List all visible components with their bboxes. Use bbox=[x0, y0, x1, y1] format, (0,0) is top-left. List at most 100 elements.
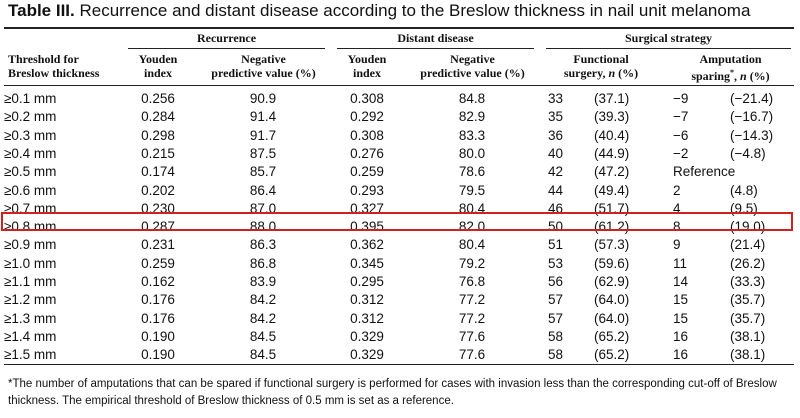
functional-n-cell: 51 bbox=[548, 237, 564, 253]
amputation-n-cell: −7 bbox=[673, 109, 689, 125]
n-symbol: n bbox=[608, 66, 616, 80]
recurrence-youden-cell: 0.174 bbox=[141, 164, 175, 180]
functional-pct-cell: (37.1) bbox=[594, 91, 630, 106]
distant-npv-cell: 84.8 bbox=[458, 91, 486, 106]
recurrence-npv-cell: 83.9 bbox=[249, 274, 277, 289]
table-row: ≥0.1 mm 0.256 90.9 0.308 84.8 33 (37.1) −9 (−21.… bbox=[4, 91, 794, 110]
threshold-cell: ≥1.2 mm bbox=[4, 292, 57, 308]
distant-npv-cell: 78.6 bbox=[458, 164, 486, 180]
footnote-mark: * bbox=[730, 68, 734, 77]
functional-line2: surgery, n (%) bbox=[546, 66, 656, 80]
functional-n-cell: 40 bbox=[548, 145, 564, 161]
npv-line2: predictive value (%) bbox=[420, 66, 525, 80]
distant-npv-cell: 79.2 bbox=[458, 255, 486, 271]
recurrence-youden-cell: 0.256 bbox=[141, 91, 175, 106]
distant-npv-cell: 76.8 bbox=[458, 274, 486, 289]
functional-pct-cell: (64.0) bbox=[594, 292, 630, 308]
functional-n-cell: 57 bbox=[548, 310, 564, 326]
youden-line1: Youden bbox=[347, 52, 387, 66]
recurrence-youden-cell: 0.190 bbox=[141, 347, 175, 363]
threshold-cell: ≥0.3 mm bbox=[4, 127, 57, 143]
table-row: ≥1.4 mm 0.190 84.5 0.329 77.6 58 (65.2) 16 (38.1… bbox=[4, 329, 794, 348]
distant-youden-cell: 0.329 bbox=[350, 328, 384, 344]
amputation-pct-cell: (33.3) bbox=[730, 274, 766, 289]
recurrence-npv-cell: 86.3 bbox=[249, 237, 277, 253]
distant-youden-cell: 0.293 bbox=[350, 182, 384, 198]
amputation-sparing-header: Amputation sparing*, n (%) bbox=[668, 52, 793, 83]
functional-pct-cell: (59.6) bbox=[594, 255, 630, 271]
amputation-n-cell: 16 bbox=[673, 328, 689, 344]
amputation-pct-cell: (35.7) bbox=[730, 292, 766, 308]
amputation-pct-cell: (26.2) bbox=[730, 255, 766, 271]
amputation-n-cell: 16 bbox=[673, 347, 689, 363]
table-row: ≥1.0 mm 0.259 86.8 0.345 79.2 53 (59.6) 11 (26.2… bbox=[4, 256, 794, 275]
table-row: ≥1.3 mm 0.176 84.2 0.312 77.2 57 (64.0) 15 (35.7… bbox=[4, 311, 794, 330]
threshold-cell: ≥0.6 mm bbox=[4, 182, 57, 198]
table-title: Table III. Recurrence and distant diseas… bbox=[8, 1, 750, 21]
threshold-cell: ≥0.4 mm bbox=[4, 145, 57, 161]
functional-pct-cell: (44.9) bbox=[594, 145, 630, 161]
functional-n-cell: 58 bbox=[548, 347, 564, 363]
youden-line1: Youden bbox=[138, 52, 178, 66]
amputation-pct-cell: (35.7) bbox=[730, 310, 766, 326]
amputation-pct-cell: (−21.4) bbox=[730, 91, 774, 106]
amputation-n-cell: 14 bbox=[673, 274, 689, 289]
table-row: ≥1.2 mm 0.176 84.2 0.312 77.2 57 (64.0) 15 (35.7… bbox=[4, 292, 794, 311]
distant-npv-cell: 77.2 bbox=[458, 292, 486, 308]
amputation-pct-cell: (−14.3) bbox=[730, 127, 774, 143]
distant-youden-cell: 0.276 bbox=[350, 145, 384, 161]
table-bottom-rule bbox=[4, 364, 794, 365]
functional-pct-cell: (40.4) bbox=[594, 127, 630, 143]
amputation-pct-cell: (21.4) bbox=[730, 237, 766, 253]
distant-npv-cell: 79.5 bbox=[458, 182, 486, 198]
recurrence-npv-cell: 85.7 bbox=[249, 164, 277, 180]
distant-group-header: Distant disease bbox=[397, 31, 474, 45]
functional-pct-cell: (57.3) bbox=[594, 237, 630, 253]
threshold-cell: ≥1.1 mm bbox=[4, 274, 57, 289]
surgical-group-rule bbox=[546, 48, 791, 49]
functional-pct-cell: (64.0) bbox=[594, 310, 630, 326]
table-row: ≥0.2 mm 0.284 91.4 0.292 82.9 35 (39.3) −7 (−16.… bbox=[4, 109, 794, 128]
amputation-n-cell: −2 bbox=[673, 145, 689, 161]
recurrence-npv-cell: 91.4 bbox=[249, 109, 277, 125]
distant-npv-header: Negative predictive value (%) bbox=[405, 52, 540, 80]
functional-n-cell: 42 bbox=[548, 164, 564, 180]
threshold-cell: ≥1.4 mm bbox=[4, 328, 57, 344]
recurrence-npv-cell: 84.5 bbox=[249, 328, 277, 344]
recurrence-youden-cell: 0.202 bbox=[141, 182, 175, 198]
pct-label: (%) bbox=[746, 69, 770, 83]
distant-youden-cell: 0.292 bbox=[350, 109, 384, 125]
npv-line1: Negative bbox=[450, 52, 495, 66]
highlighted-row-outline bbox=[1, 212, 793, 231]
recurrence-youden-cell: 0.190 bbox=[141, 328, 175, 344]
distant-npv-cell: 80.4 bbox=[458, 237, 486, 253]
distant-npv-cell: 77.6 bbox=[458, 347, 486, 363]
threshold-cell: ≥1.0 mm bbox=[4, 255, 57, 271]
table-caption: Recurrence and distant disease according… bbox=[79, 1, 751, 20]
npv-line2: predictive value (%) bbox=[211, 66, 316, 80]
distant-youden-cell: 0.259 bbox=[350, 164, 384, 180]
functional-line1: Functional bbox=[573, 52, 629, 66]
amputation-n-cell: 9 bbox=[673, 237, 681, 253]
recurrence-npv-cell: 84.2 bbox=[249, 310, 277, 326]
functional-n-cell: 53 bbox=[548, 255, 564, 271]
functional-pct-cell: (65.2) bbox=[594, 328, 630, 344]
amputation-n-cell: −9 bbox=[673, 91, 689, 106]
amputation-line1: Amputation bbox=[699, 52, 762, 66]
threshold-cell: ≥1.5 mm bbox=[4, 347, 57, 363]
amputation-n-cell: 15 bbox=[673, 292, 689, 308]
distant-npv-cell: 77.2 bbox=[458, 310, 486, 326]
recurrence-youden-cell: 0.176 bbox=[141, 292, 175, 308]
amputation-pct-cell: (−16.7) bbox=[730, 109, 774, 125]
recurrence-npv-cell: 84.5 bbox=[249, 347, 277, 363]
amputation-n-cell: 11 bbox=[673, 255, 688, 271]
functional-n-cell: 33 bbox=[548, 91, 564, 106]
functional-pct-cell: (62.9) bbox=[594, 274, 630, 289]
table-row: ≥0.4 mm 0.215 87.5 0.276 80.0 40 (44.9) −2 (−4.8… bbox=[4, 146, 794, 165]
distant-npv-cell: 82.9 bbox=[458, 109, 486, 125]
functional-n-cell: 56 bbox=[548, 274, 564, 289]
table-row: ≥1.5 mm 0.190 84.5 0.329 77.6 58 (65.2) 16 (38.1… bbox=[4, 347, 794, 366]
n-symbol: n bbox=[740, 69, 747, 83]
recurrence-npv-cell: 87.5 bbox=[249, 145, 277, 161]
pct-label: (%) bbox=[615, 66, 639, 80]
